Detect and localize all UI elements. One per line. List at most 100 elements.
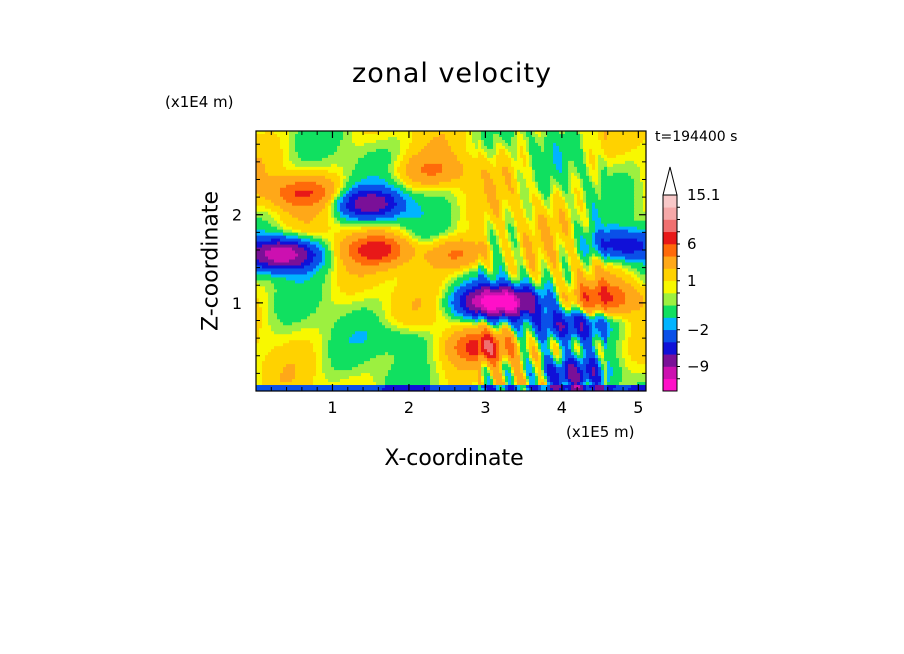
contour-cell (589, 286, 596, 290)
contour-cell (493, 223, 497, 228)
contour-cell (628, 388, 646, 391)
contour-cell (589, 208, 593, 213)
contour-cell (607, 316, 614, 320)
contour-cell (409, 193, 425, 198)
contour-cell (274, 286, 323, 290)
contour-cell (634, 184, 644, 189)
contour-cell (520, 304, 536, 308)
contour-cell (529, 271, 542, 276)
contour-cell (490, 175, 506, 180)
contour-cell (595, 310, 602, 314)
contour-cell (256, 247, 272, 252)
contour-cell (439, 358, 449, 362)
contour-cell (274, 217, 281, 222)
contour-cell (532, 268, 536, 273)
contour-cell (493, 178, 506, 183)
contour-cell (256, 178, 332, 183)
contour-cell (559, 376, 566, 380)
contour-cell (463, 166, 503, 171)
contour-cell (382, 190, 398, 195)
contour-cell (565, 205, 569, 210)
contour-cell (505, 262, 509, 267)
contour-cell (511, 319, 518, 323)
contour-cell (484, 181, 494, 186)
contour-cell (439, 289, 443, 293)
contour-cell (271, 208, 284, 213)
contour-cell (454, 292, 464, 296)
contour-cell (379, 208, 392, 213)
contour-cell (385, 178, 395, 183)
contour-cell (268, 316, 278, 320)
contour-cell (616, 274, 632, 279)
contour-cell (496, 307, 506, 311)
contour-cell (457, 202, 467, 207)
contour-cell (475, 142, 479, 147)
contour-cell (412, 178, 452, 183)
contour-cell (523, 355, 530, 359)
contour-cell (541, 355, 545, 359)
contour-cell (406, 169, 422, 174)
contour-cell (289, 211, 320, 216)
contour-cell (595, 304, 602, 308)
contour-cell (577, 382, 581, 386)
contour-cell (421, 298, 437, 302)
contour-cell (580, 310, 584, 314)
contour-cell (256, 298, 260, 302)
contour-cell (460, 337, 482, 341)
contour-cell (364, 298, 380, 302)
contour-cell (562, 268, 566, 273)
contour-cell (349, 175, 368, 180)
contour-cell (385, 211, 401, 216)
contour-cell (505, 268, 509, 273)
contour-cell (562, 166, 569, 171)
contour-cell (565, 196, 575, 201)
contour-cell (514, 133, 518, 138)
contour-cell (394, 199, 407, 204)
contour-cell (574, 289, 581, 293)
contour-cell (406, 163, 425, 168)
contour-cell (337, 256, 341, 261)
contour-cell (496, 349, 500, 353)
contour-cell (520, 265, 524, 270)
contour-cell (568, 340, 572, 344)
contour-cell (517, 382, 527, 386)
contour-cell (541, 268, 545, 273)
contour-cell (367, 193, 377, 198)
contour-cell (565, 355, 575, 359)
contour-cell (592, 325, 596, 329)
contour-cell (607, 154, 617, 159)
contour-cell (322, 283, 332, 287)
contour-cell (415, 232, 440, 237)
contour-cell (412, 196, 446, 201)
contour-cell (529, 265, 536, 270)
contour-cell (499, 316, 509, 320)
contour-cell (337, 163, 356, 168)
contour-cell (445, 316, 452, 320)
contour-cell (442, 310, 446, 314)
contour-cell (319, 304, 383, 308)
contour-cell (565, 334, 572, 338)
contour-cell (589, 319, 599, 323)
contour-cell (640, 175, 646, 180)
contour-cell (397, 319, 437, 323)
contour-cell (547, 346, 551, 350)
contour-cell (256, 151, 284, 156)
contour-cell (523, 235, 530, 240)
contour-cell (559, 289, 569, 293)
contour-cell (496, 163, 512, 168)
contour-cell (580, 292, 584, 296)
contour-cell (508, 361, 512, 365)
contour-cell (580, 142, 584, 147)
contour-cell (598, 157, 605, 162)
contour-cell (568, 328, 578, 332)
contour-cell (586, 238, 593, 243)
contour-cell (313, 382, 377, 386)
contour-cell (496, 337, 506, 341)
contour-cell (394, 286, 440, 290)
contour-cell (325, 253, 332, 258)
contour-cell (532, 205, 536, 210)
contour-cell (331, 202, 335, 207)
contour-cell (487, 169, 503, 174)
contour-cell (340, 202, 347, 207)
contour-cell (436, 364, 443, 368)
